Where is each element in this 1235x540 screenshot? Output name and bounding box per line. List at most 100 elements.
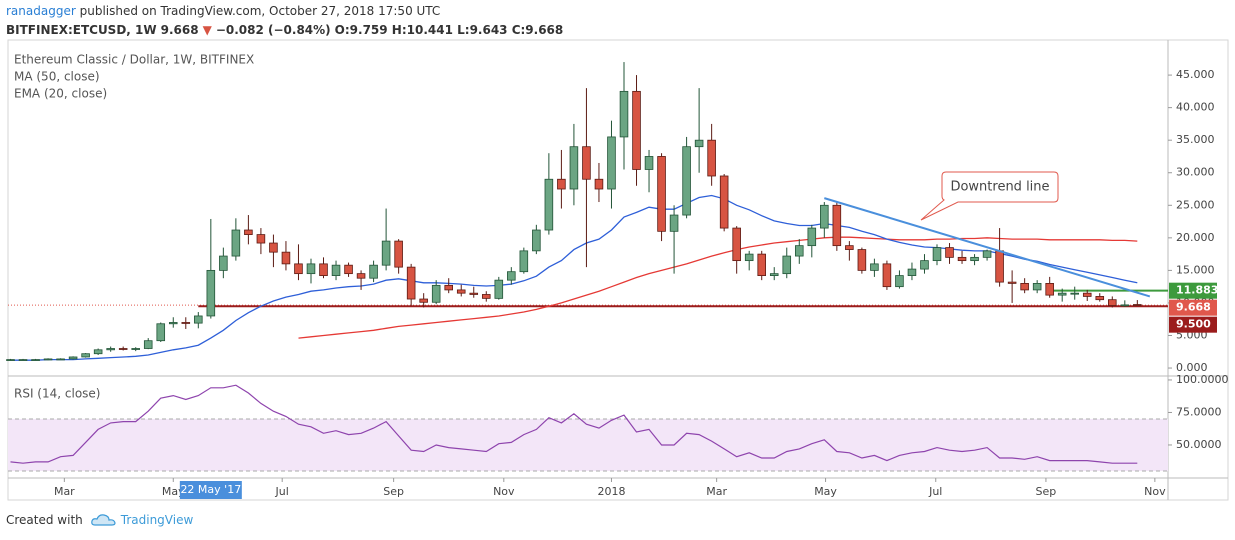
candle-body [970, 256, 979, 262]
candle-body [56, 358, 65, 361]
candle-body [845, 245, 854, 250]
rsi-tick-label: 50.0000 [1176, 438, 1222, 451]
chart: Ethereum Classic / Dollar, 1W, BITFINEX … [6, 39, 1229, 501]
chart-title: Ethereum Classic / Dollar, 1W, BITFINEX [14, 53, 254, 67]
candle-body [6, 359, 15, 361]
frame [7, 39, 1229, 501]
crosshair-tag [179, 481, 242, 499]
y-tick-label: 15.000 [1176, 263, 1215, 276]
candle-body [381, 240, 391, 266]
candle-body [43, 358, 53, 361]
header: ranadagger published on TradingView.com,… [6, 2, 567, 40]
indicator-line [10, 194, 1138, 361]
candle-body [131, 348, 140, 350]
x-tick-label: Nov [1144, 485, 1166, 498]
footer-brand[interactable]: TradingView [120, 513, 194, 527]
candle-body [782, 255, 792, 275]
candle-body [394, 240, 403, 268]
candle-body [920, 260, 929, 270]
candle-body [1108, 299, 1117, 306]
candle-body [907, 268, 917, 276]
candle-body [244, 229, 253, 235]
candle-body [281, 251, 291, 265]
candle-body [657, 156, 666, 232]
candle-body [607, 136, 616, 190]
footer-text: Created with [6, 513, 83, 527]
candle-body [644, 156, 654, 170]
rsi-tick-label: 75.0000 [1176, 405, 1222, 418]
candle-body [769, 273, 779, 276]
arrow: ▼ [202, 23, 212, 37]
price-tag-label: 9.668 [1176, 301, 1211, 314]
candle-body [719, 175, 729, 229]
candle-body [306, 263, 316, 275]
candle-body [669, 214, 679, 232]
candle-body [456, 289, 466, 294]
legend-entry: EMA (20, close) [14, 87, 107, 101]
candle-body [895, 275, 904, 288]
candle-body [431, 284, 441, 303]
x-tick-label: Nov [493, 485, 515, 498]
candle-body [294, 263, 303, 275]
y-tick-label: 0.000 [1176, 361, 1208, 374]
x-tick-label: Sep [1036, 485, 1057, 498]
candle-body [882, 263, 892, 288]
price-tag [1169, 299, 1217, 316]
candle-body [744, 253, 754, 262]
candle-body [569, 146, 579, 190]
candle-body [982, 250, 992, 258]
price-tag [1169, 316, 1217, 333]
y-tick-label: 40.000 [1176, 101, 1215, 114]
author[interactable]: ranadagger [6, 4, 76, 18]
x-tick-label: May [162, 485, 185, 498]
candle-body [1045, 283, 1054, 296]
candle-body [1133, 304, 1142, 306]
candle-body [356, 273, 366, 279]
legend-entry: MA (50, close) [14, 70, 100, 84]
candle-body [682, 146, 691, 216]
candle-body [957, 256, 967, 262]
candle-body [18, 359, 28, 361]
candle-body [181, 322, 191, 324]
price-tag [1169, 282, 1217, 299]
candle-body [118, 348, 128, 350]
candle-body [1120, 304, 1130, 307]
candle-body [444, 284, 453, 291]
candle-body [219, 255, 228, 271]
candle-body [544, 178, 554, 231]
candle-body [194, 315, 203, 324]
candle-body [857, 249, 867, 271]
candle-body [619, 90, 629, 138]
indicator-line [298, 236, 1138, 339]
candle-body [494, 279, 504, 299]
symbol: BITFINEX:ETCUSD, 1W [6, 23, 157, 37]
rsi-title: RSI (14, close) [14, 387, 100, 401]
candle-body [419, 298, 428, 303]
candle-body [1070, 292, 1080, 295]
candle-body [732, 227, 741, 262]
candle-body [1082, 292, 1092, 297]
candle-body [1095, 296, 1105, 301]
candle-body [331, 264, 341, 276]
x-tick-label: May [814, 485, 837, 498]
candle-body [168, 322, 178, 325]
crosshair-label: 22 May '17 [180, 483, 241, 496]
x-tick-label: Jul [928, 485, 942, 498]
rsi-line [10, 384, 1138, 464]
trendline [824, 197, 1151, 298]
candle-body [582, 146, 591, 180]
y-tick-label: 25.000 [1176, 198, 1215, 211]
y-tick-label: 30.000 [1176, 166, 1215, 179]
x-tick-label: Sep [383, 485, 404, 498]
candle-body [481, 294, 491, 299]
candle-body [632, 90, 641, 170]
candle-body [1007, 281, 1017, 284]
candle-body [945, 247, 954, 258]
rsi-tick-label: 100.0000 [1176, 373, 1229, 386]
price-tag-label: 11.883 [1176, 284, 1218, 297]
x-tick-label: 2018 [597, 485, 625, 498]
candle-body [694, 139, 704, 148]
candle-body [344, 264, 353, 275]
candle-body [995, 250, 1004, 283]
